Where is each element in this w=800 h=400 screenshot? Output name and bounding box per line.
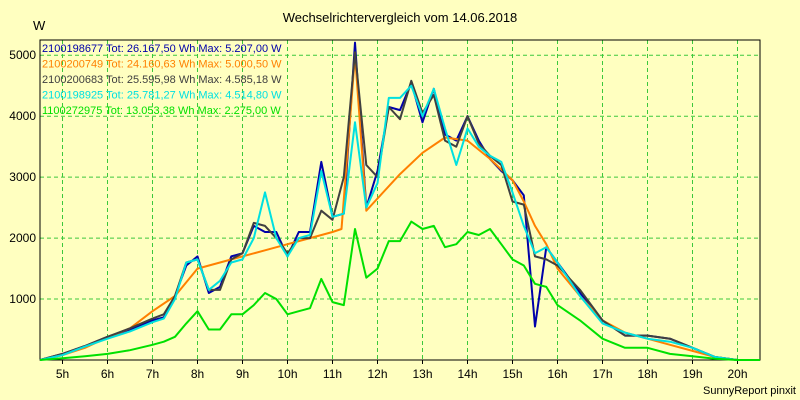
x-tick-label: 7h xyxy=(146,367,159,381)
chart-title: Wechselrichtervergleich vom 14.06.2018 xyxy=(283,10,518,25)
series-line xyxy=(39,220,760,361)
x-tick-label: 14h xyxy=(457,367,477,381)
legend-entry: 2100198925 Tot: 25.781,27 Wh Max: 4.514,… xyxy=(42,90,282,102)
legend-entry: 2100200683 Tot: 25.595,98 Wh Max: 4.585,… xyxy=(42,74,282,86)
legend-entry: 1100272975 Tot: 13.053,38 Wh Max: 2.275,… xyxy=(42,105,281,117)
legend: 2100198677 Tot: 26.167,50 Wh Max: 5.207,… xyxy=(42,43,282,117)
x-tick-label: 5h xyxy=(56,367,69,381)
x-tick-label: 19h xyxy=(682,367,702,381)
legend-entry: 2100198677 Tot: 26.167,50 Wh Max: 5.207,… xyxy=(42,43,282,55)
footer-credit: SunnyReport pinxit xyxy=(703,385,796,397)
y-tick-label: 3000 xyxy=(9,170,36,184)
x-tick-label: 13h xyxy=(412,367,432,381)
y-tick-label: 4000 xyxy=(9,109,36,123)
series-lines xyxy=(39,41,760,361)
axes: 1000 2000 3000 4000 5000 5h 6h 7h 8h 9h 10h 11h 12h 1… xyxy=(9,39,761,381)
x-tick-label: 20h xyxy=(727,367,747,381)
y-tick-label: 2000 xyxy=(9,231,36,245)
y-axis-unit-label: W xyxy=(33,18,46,33)
legend-entry: 2100200749 Tot: 24.160,63 Wh Max: 5.000,… xyxy=(42,59,282,71)
x-tick-label: 11h xyxy=(323,367,342,381)
grid xyxy=(40,40,760,360)
x-tick-label: 18h xyxy=(637,367,657,381)
plot-frame xyxy=(39,39,761,361)
x-tick-label: 6h xyxy=(101,367,114,381)
x-tick-label: 15h xyxy=(502,367,522,381)
x-tick-label: 8h xyxy=(191,367,204,381)
x-tick-label: 17h xyxy=(592,367,612,381)
series-line xyxy=(39,84,760,361)
x-tick-label: 10h xyxy=(277,367,297,381)
x-tick-label: 16h xyxy=(547,367,567,381)
x-tick-label: 9h xyxy=(236,367,249,381)
y-tick-label: 5000 xyxy=(9,48,36,62)
y-tick-label: 1000 xyxy=(9,292,36,306)
x-tick-label: 12h xyxy=(367,367,387,381)
